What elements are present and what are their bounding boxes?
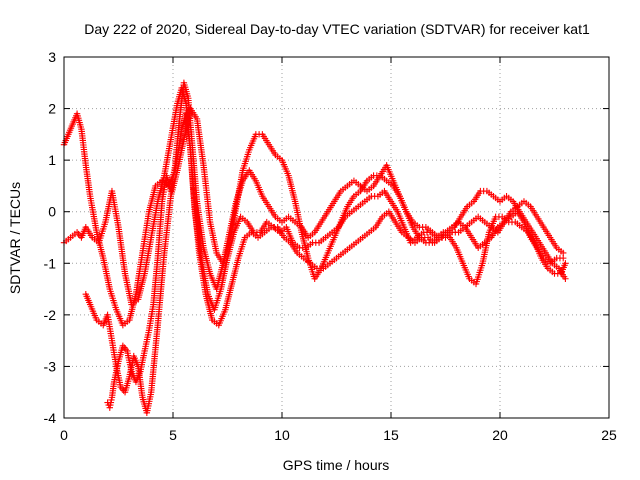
- y-tick-label: 2: [48, 101, 56, 117]
- data-layer: [60, 79, 569, 417]
- y-tick-label: 0: [48, 204, 56, 220]
- x-tick-label: 10: [274, 427, 290, 443]
- y-tick-label: -3: [44, 358, 57, 374]
- y-tick-label: -2: [44, 307, 57, 323]
- series-trace-4: [104, 79, 567, 411]
- y-tick-label: 1: [48, 152, 56, 168]
- y-axis-label: SDTVAR / TECUs: [7, 182, 23, 294]
- y-tick-label: 3: [48, 49, 56, 65]
- x-axis-label: GPS time / hours: [283, 457, 390, 473]
- plot-frame: [63, 56, 610, 419]
- x-tick-label: 15: [383, 427, 399, 443]
- y-tick-label: -1: [44, 255, 57, 271]
- data-point: [562, 275, 569, 282]
- x-tick-label: 0: [60, 427, 68, 443]
- data-point: [560, 249, 567, 257]
- grid-layer: [64, 57, 609, 418]
- y-tick-label: -4: [44, 410, 57, 426]
- data-point: [562, 260, 569, 267]
- x-tick-label: 5: [169, 427, 177, 443]
- x-tick-label: 20: [492, 427, 508, 443]
- x-tick-label: 25: [601, 427, 617, 443]
- chart-title: Day 222 of 2020, Sidereal Day-to-day VTE…: [84, 21, 590, 37]
